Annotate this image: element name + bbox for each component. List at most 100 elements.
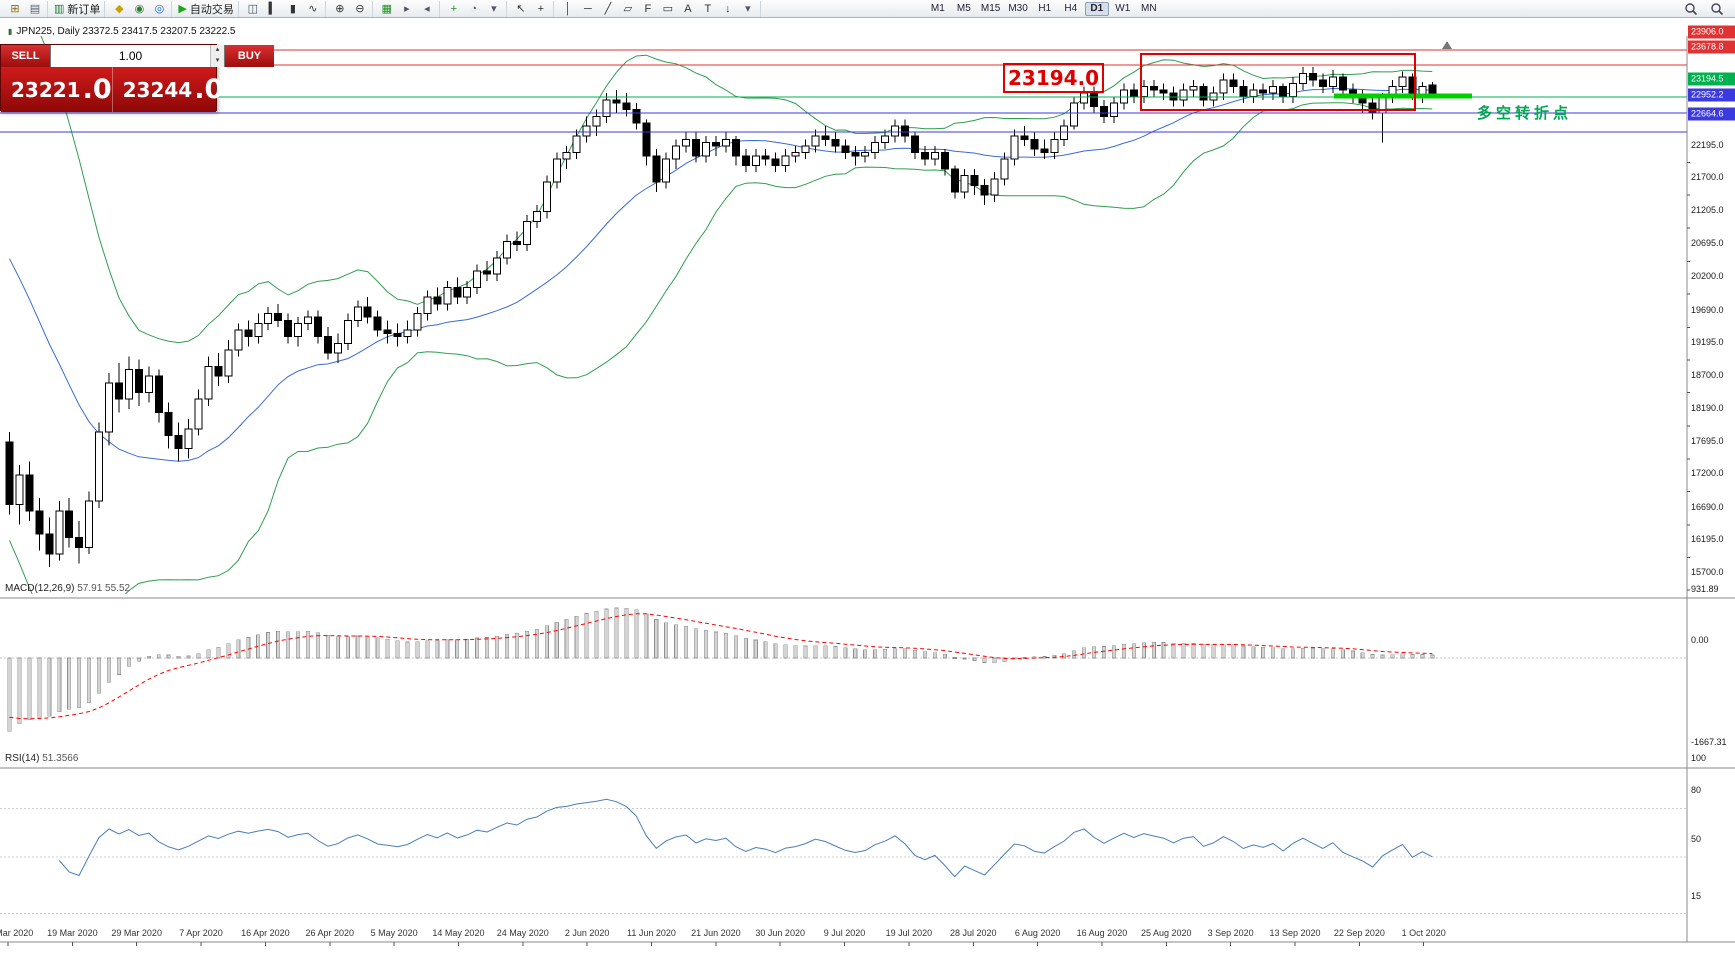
channel-icon[interactable]: ▱: [618, 1, 638, 17]
crosshair-icon[interactable]: +: [531, 1, 551, 17]
price-axis-label: 17200.0: [1691, 468, 1724, 479]
vertical-line-icon[interactable]: │: [558, 1, 578, 17]
timeframe-W1[interactable]: W1: [1115, 2, 1131, 14]
objects-dropdown-icon[interactable]: ▾: [738, 1, 758, 17]
date-label: 11 Jun 2020: [627, 928, 676, 938]
chart-symbol-title: ▮ JPN225, Daily 23372.5 23417.5 23207.5 …: [8, 26, 235, 37]
news-icon[interactable]: ◉: [129, 1, 149, 17]
rsi-axis-label: 50: [1691, 834, 1702, 844]
shapes-icon[interactable]: ▭: [658, 1, 678, 17]
fibonacci-icon: F: [644, 2, 652, 15]
horizontal-line-icon[interactable]: ─: [578, 1, 598, 17]
date-label: 14 May 2020: [432, 928, 485, 938]
one-click-trading-panel: SELL ▴ ▾ BUY 23221 .0 23244 .0: [0, 44, 274, 112]
line-chart-icon[interactable]: ∿: [303, 1, 323, 17]
arrows-icon[interactable]: ↓: [718, 1, 738, 17]
timeframe-M30[interactable]: M30: [1008, 2, 1028, 14]
crosshair-icon: +: [537, 2, 545, 15]
date-label: 9 Jul 2020: [823, 928, 866, 938]
macd-axis-label: 931.89: [1691, 584, 1719, 594]
timeframe-M1[interactable]: M1: [930, 2, 945, 14]
profiles-icon: ▤: [29, 2, 41, 15]
timeframe-M5[interactable]: M5: [956, 2, 971, 14]
rsi-axis-label: 80: [1691, 785, 1702, 796]
price-axis-label: 15700.0: [1691, 567, 1724, 578]
lot-size-input[interactable]: [51, 45, 210, 67]
buy-price[interactable]: 23244 .0: [111, 67, 223, 112]
price-axis-label: 18190.0: [1691, 403, 1724, 414]
annotation-turning-point-text: 多空转折点: [1477, 105, 1573, 122]
date-label: 24 May 2020: [496, 928, 549, 938]
find-icon[interactable]: [1707, 1, 1727, 17]
text-label-icon[interactable]: T: [698, 1, 718, 17]
timeframe-D1[interactable]: D1: [1084, 1, 1109, 16]
fibonacci-icon[interactable]: F: [638, 1, 658, 17]
grid-icon: ▦: [381, 2, 393, 15]
add-indicator-icon[interactable]: +: [444, 1, 464, 17]
chart-shift-icon[interactable]: ◂: [417, 1, 437, 17]
price-tag: 22664.6: [1688, 107, 1735, 121]
vertical-line-icon: │: [564, 2, 572, 15]
cursor-icon: ↖: [516, 2, 526, 15]
candlestick-icon[interactable]: ▮: [283, 1, 303, 17]
community-icon: ◎: [154, 2, 165, 15]
new-chart-icon[interactable]: ⊞: [5, 1, 25, 17]
cursor-icon[interactable]: ↖: [511, 1, 531, 17]
zoom-out-icon[interactable]: ⊖: [350, 1, 370, 17]
profiles-icon[interactable]: ▤: [25, 1, 45, 17]
rsi-axis-label: 100: [1691, 753, 1707, 763]
trendline-icon[interactable]: ╱: [598, 1, 618, 17]
date-label: 25 Aug 2020: [1141, 928, 1192, 938]
chart-canvas[interactable]: [0, 36, 1735, 962]
lot-size-box: ▴ ▾: [50, 45, 225, 67]
chart-icon: ▮: [8, 27, 13, 36]
toolbar-group-objects: │ ─ ╱ ▱ F ▭ A T ↓ ▾: [556, 0, 761, 17]
annotation-price-label: 23194.0: [1003, 63, 1105, 93]
chart-surface[interactable]: [0, 18, 1735, 946]
date-label: 22 Sep 2020: [1333, 928, 1385, 938]
sell-price[interactable]: 23221 .0: [1, 67, 112, 112]
sell-button[interactable]: SELL: [1, 45, 50, 67]
new-chart-icon: ⊞: [10, 2, 20, 15]
date-label: 19 Mar 2020: [47, 928, 98, 938]
toolbar-group-chart-types: ◫ ▍ ▮ ∿: [241, 0, 326, 17]
price-tag: 22952.2: [1688, 88, 1735, 102]
date-label: 1 Oct 2020: [1401, 928, 1446, 938]
algo-trading-button[interactable]: ▶ 自动交易: [176, 1, 235, 17]
rsi-label: RSI(14) 51.3566: [5, 753, 78, 764]
rsi-axis-label: 15: [1691, 890, 1702, 901]
community-icon[interactable]: ◎: [149, 1, 169, 17]
text-icon[interactable]: A: [678, 1, 698, 17]
date-label: 6 Aug 2020: [1014, 928, 1061, 938]
grid-icon[interactable]: ▦: [377, 1, 397, 17]
candlestick-icon: ▮: [289, 2, 296, 15]
rsi-label-text: RSI(14): [5, 753, 40, 764]
timeframe-M15[interactable]: M15: [980, 2, 1001, 14]
toolbar-left-groups: ⊞ ▤ ▥ 新订单 ◆ ◉ ◎ ▶ 自动交易 ◫ ▍ ▮ ∿ ⊕ ⊖ ▦ ▸ ◂ + ◔ ▾ ↖ + │ ─ ╱ ▱ F ▭ A T ↓ ▾: [2, 0, 762, 17]
bar-chart-icon[interactable]: ▍: [263, 1, 283, 17]
autoscroll-icon[interactable]: ▸: [397, 1, 417, 17]
timeframe-H1[interactable]: H1: [1038, 2, 1052, 14]
toolbar-group-zoom: ⊕ ⊖: [328, 0, 373, 17]
chart-shift-icon: ◂: [424, 2, 430, 15]
timeframe-H4[interactable]: H4: [1064, 2, 1078, 14]
lot-decrease-icon[interactable]: ▾: [211, 56, 224, 67]
periods-icon[interactable]: ◔: [464, 1, 484, 17]
zoom-in-icon: ⊕: [335, 2, 345, 15]
tile-windows-icon: ◫: [247, 2, 259, 15]
timeframe-MN[interactable]: MN: [1141, 2, 1157, 14]
date-label: 21 Jun 2020: [691, 928, 741, 938]
price-axis-label: 19195.0: [1691, 337, 1724, 348]
market-depth-icon[interactable]: ◆: [109, 1, 129, 17]
new-order-button[interactable]: ▥ 新订单: [52, 1, 102, 17]
templates-dropdown-icon[interactable]: ▾: [484, 1, 504, 17]
price-tag: 23678.8: [1688, 40, 1735, 54]
lot-increase-icon[interactable]: ▴: [211, 45, 224, 56]
annotation-rectangle: [1140, 53, 1416, 111]
zoom-in-icon[interactable]: ⊕: [330, 1, 350, 17]
symbol-search-icon[interactable]: [1681, 1, 1701, 17]
buy-button[interactable]: BUY: [225, 45, 274, 67]
autoscroll-icon: ▸: [404, 2, 410, 15]
tile-windows-icon[interactable]: ◫: [243, 1, 263, 17]
lot-spinner: ▴ ▾: [210, 45, 224, 67]
